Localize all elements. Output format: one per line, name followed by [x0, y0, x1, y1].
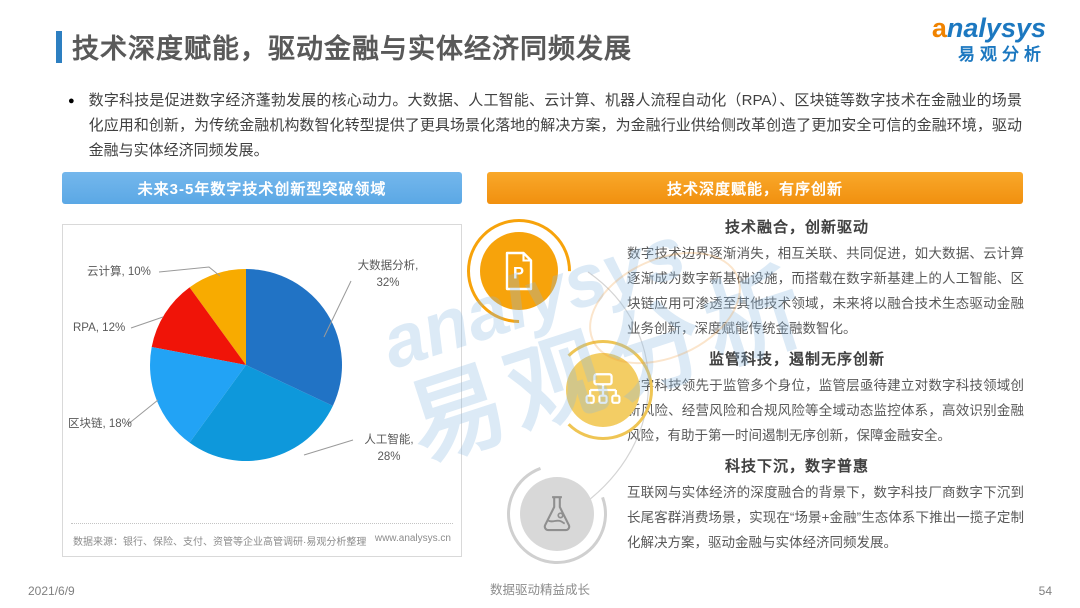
- section-heading: 技术融合，创新驱动: [724, 219, 869, 236]
- pie-slice-人工智能: [189, 365, 333, 461]
- logo-brand-text: analysys: [931, 13, 1046, 43]
- source-divider: [71, 523, 453, 524]
- pie-leader-lines: [126, 266, 354, 456]
- pie-label-blockchain: 区块链, 18%: [68, 418, 132, 430]
- pie-label-rpa: RPA, 12%: [73, 322, 126, 334]
- section-regtech: 监管科技，遏制无序创新 数字科技领先于监管多个身位，监管层亟待建立对数字科技领域…: [627, 348, 1024, 448]
- section-body: 数字技术边界逐渐消失，相互关联、共同促进，如大数据、云计算逐渐成为数字新基础设施…: [627, 246, 1024, 336]
- section-heading: 监管科技，遏制无序创新: [708, 351, 885, 368]
- intro-paragraph: ● 数字科技是促进数字经济蓬勃发展的核心动力。大数据、人工智能、云计算、机器人流…: [64, 88, 1022, 163]
- page-header: 技术深度赋能，驱动金融与实体经济同频发展: [56, 27, 632, 66]
- pie-slice-云计算: [189, 269, 246, 365]
- left-section-header: 未来3-5年数字技术创新型突破领域: [62, 172, 462, 204]
- icon-ring-2: [553, 340, 653, 440]
- pie-chart-panel: 云计算, 10% RPA, 12% 区块链, 18% 大数据分析, 32% 人工…: [62, 224, 462, 557]
- section-body: 互联网与实体经济的深度融合的背景下，数字科技厂商数字下沉到长尾客群消费场景，实现…: [627, 485, 1024, 550]
- page-title: 技术深度赋能，驱动金融与实体经济同频发展: [72, 34, 632, 64]
- pie-label-cloud: 云计算, 10%: [87, 266, 151, 278]
- pie-slice-RPA: [151, 287, 246, 365]
- analysys-logo: analysys 易观分析: [931, 13, 1046, 64]
- footer-slogan: 数据驱动精益成长: [489, 583, 590, 597]
- pie-label-bigdata: 大数据分析, 32%: [357, 260, 419, 289]
- pie-slice-大数据分析: [246, 269, 342, 406]
- footer-date: 2021/6/9: [28, 584, 75, 598]
- right-section-header: 技术深度赋能，有序创新: [487, 172, 1023, 204]
- pie-chart: [126, 266, 354, 461]
- footer-page-number: 54: [1038, 584, 1052, 598]
- right-content-column: 技术融合，创新驱动 数字技术边界逐渐消失，相互关联、共同促进，如大数据、云计算逐…: [627, 216, 1024, 562]
- title-accent-bar: [56, 30, 62, 63]
- website-link[interactable]: www.analysys.cn: [374, 533, 451, 544]
- intro-text: 数字科技是促进数字经济蓬勃发展的核心动力。大数据、人工智能、云计算、机器人流程自…: [88, 92, 1022, 159]
- section-tech-fusion: 技术融合，创新驱动 数字技术边界逐渐消失，相互关联、共同促进，如大数据、云计算逐…: [627, 216, 1024, 341]
- flask-icon: [520, 477, 594, 551]
- logo-brand-cn: 易观分析: [958, 44, 1046, 64]
- document-p-icon: P: [480, 232, 558, 310]
- pie-slice-区块链: [150, 347, 246, 443]
- document-p-letter: P: [513, 265, 524, 283]
- network-icon: [566, 353, 640, 427]
- pie-label-ai: 人工智能, 28%: [364, 434, 414, 463]
- section-body: 数字科技领先于监管多个身位，监管层亟待建立对数字科技领域创新风险、经营风险和合规…: [627, 378, 1024, 443]
- section-heading: 科技下沉，数字普惠: [724, 458, 869, 475]
- section-inclusive: 科技下沉，数字普惠 互联网与实体经济的深度融合的背景下，数字科技厂商数字下沉到长…: [627, 455, 1024, 555]
- bullet-icon: ●: [68, 95, 75, 107]
- source-row: 数据来源：银行、保险、支付、资管等企业高管调研·易观分析整理 www.analy…: [73, 533, 451, 548]
- data-source-note: 数据来源：银行、保险、支付、资管等企业高管调研·易观分析整理: [73, 537, 367, 548]
